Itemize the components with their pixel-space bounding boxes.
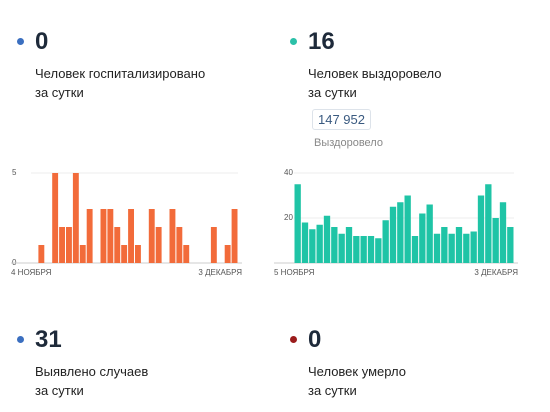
bar (148, 209, 155, 263)
x-end-label: 3 ДЕКАБРЯ (474, 268, 518, 277)
bar (316, 224, 323, 263)
stat-label: Человек умерло за сутки (308, 362, 406, 400)
bar (397, 202, 404, 263)
x-start-label: 4 НОЯБРЯ (11, 268, 52, 277)
bar (338, 233, 345, 263)
bar (114, 227, 121, 263)
stat-number: 31 (35, 326, 62, 353)
x-end-label: 3 ДЕКАБРЯ (198, 268, 242, 277)
bar (309, 229, 316, 263)
stat-number: 0 (308, 326, 322, 353)
stat-label-text: Человек умерло (308, 364, 406, 379)
dot (17, 336, 24, 343)
bar (301, 222, 309, 263)
bar (135, 245, 141, 263)
stat-period: за сутки (308, 85, 357, 100)
bar (155, 227, 162, 263)
bar (323, 215, 331, 263)
bar (66, 227, 72, 263)
bar (375, 238, 382, 263)
total-box: 147 952 (312, 109, 371, 130)
bar (477, 195, 485, 263)
bar (128, 209, 134, 263)
bar (224, 245, 231, 263)
stat-period: за сутки (35, 85, 84, 100)
y-tick-label: 20 (284, 213, 293, 222)
stat-period: за сутки (308, 383, 357, 398)
bar (426, 204, 433, 263)
bar (411, 236, 419, 263)
bar (79, 245, 86, 263)
bar (183, 245, 190, 263)
bar (86, 209, 93, 263)
bar (441, 227, 448, 263)
bar (345, 227, 353, 263)
bar (72, 173, 79, 263)
bar (433, 233, 441, 263)
stat-period: за сутки (35, 383, 84, 398)
bar (463, 233, 470, 263)
bar (107, 209, 114, 263)
dot (290, 336, 297, 343)
bar (331, 227, 338, 263)
bar (389, 206, 397, 263)
stat-label-text: Человек выздоровело (308, 66, 442, 81)
stat-label: Человек госпитализировано за сутки (35, 64, 205, 102)
stat-label-text: Выявлено случаев (35, 364, 149, 379)
bar (470, 231, 477, 263)
y-tick-label: 5 (12, 168, 17, 177)
bar (455, 227, 463, 263)
bar (499, 202, 507, 263)
y-tick-label: 40 (284, 168, 293, 177)
bar (404, 195, 411, 263)
bar (121, 245, 128, 263)
bar (382, 220, 389, 263)
bar (353, 236, 360, 263)
bar (38, 245, 45, 263)
stat-label: Выявлено случаев за сутки (35, 362, 148, 400)
bar (210, 227, 217, 263)
bar (360, 236, 367, 263)
stat-number: 0 (35, 28, 49, 55)
bar (52, 173, 59, 263)
bar (294, 184, 301, 263)
bar (367, 236, 375, 263)
bar (59, 227, 65, 263)
total-label: Выздоровело (314, 137, 383, 149)
stat-label: Человек выздоровело за сутки (308, 64, 441, 102)
dot (17, 38, 24, 45)
bar (231, 209, 238, 263)
bar (492, 218, 499, 263)
bar (448, 233, 455, 263)
bar (419, 213, 426, 263)
bar (100, 209, 107, 263)
bar (485, 184, 492, 263)
bar (169, 209, 176, 263)
stat-label-text: Человек госпитализировано (35, 66, 206, 81)
dot (290, 38, 297, 45)
bar (507, 227, 514, 263)
stat-number: 16 (308, 28, 335, 55)
x-start-label: 5 НОЯБРЯ (274, 268, 315, 277)
bar (176, 227, 183, 263)
